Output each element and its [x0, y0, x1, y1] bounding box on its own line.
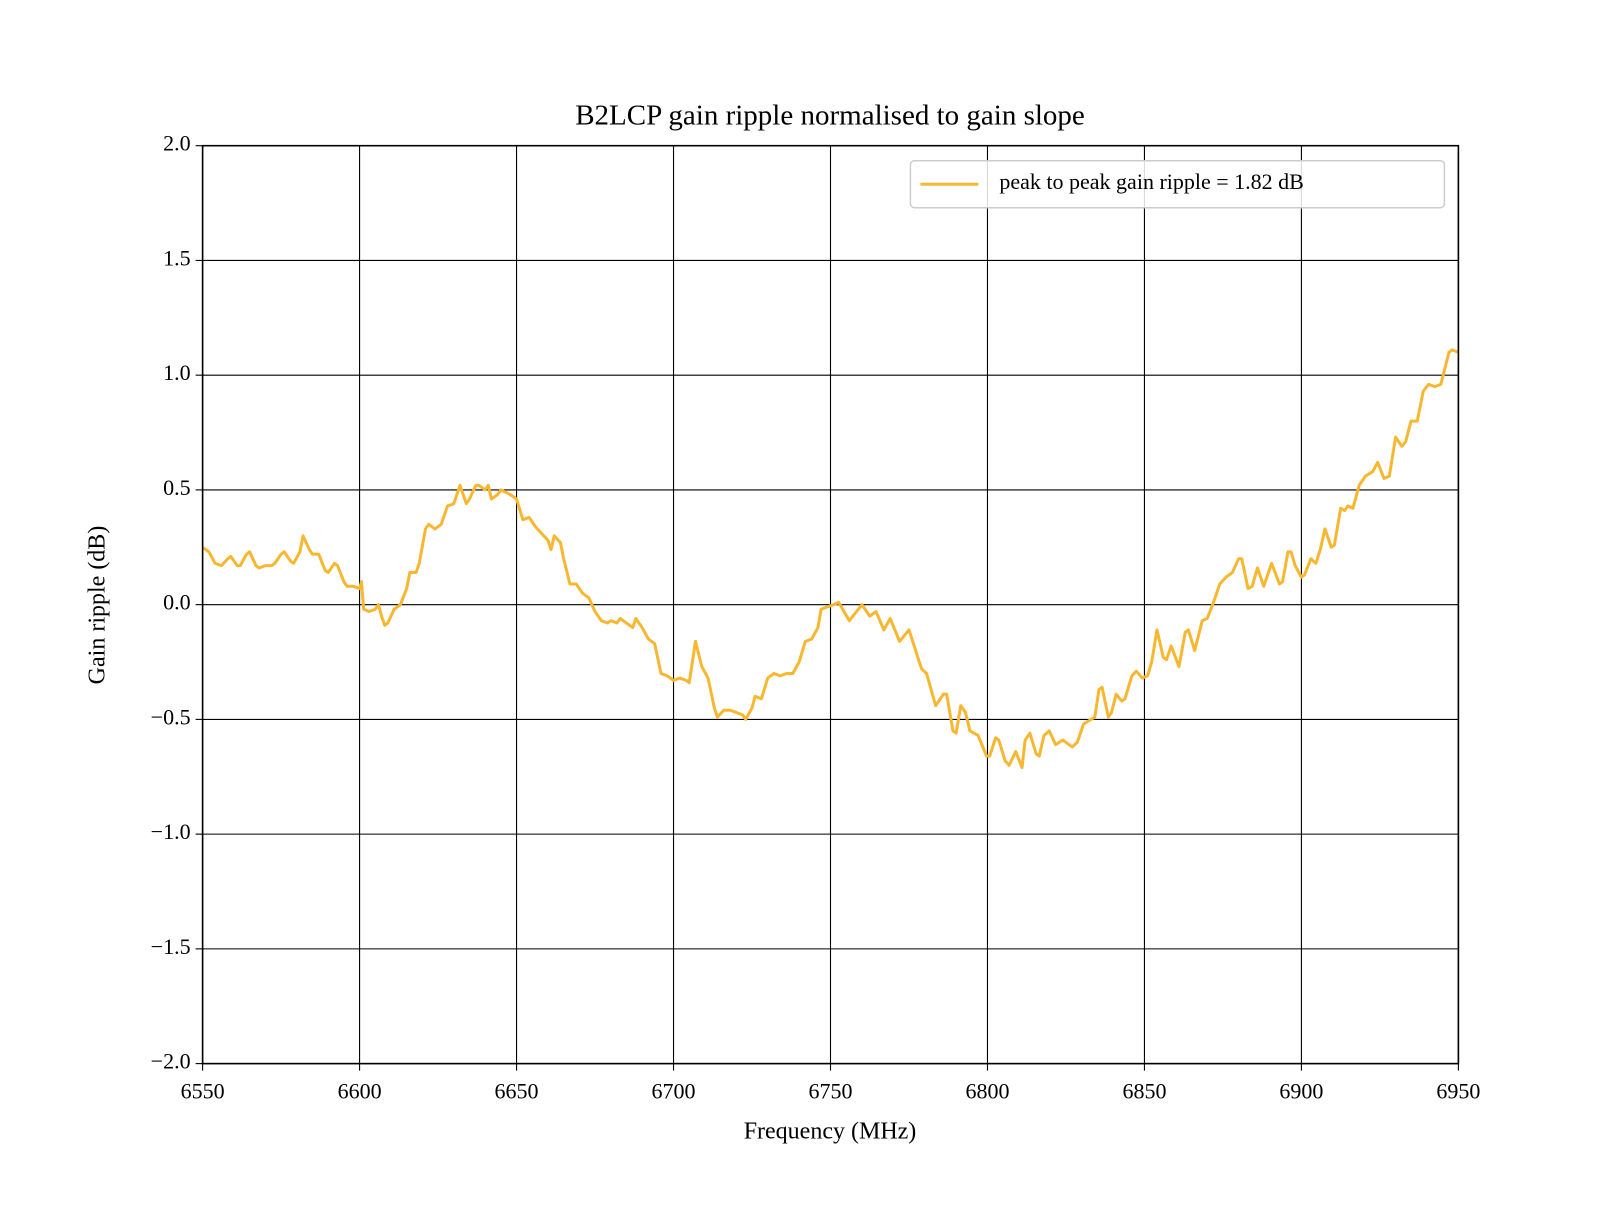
legend-box	[909, 159, 1446, 209]
x-tick-label: 6750	[809, 1079, 853, 1104]
y-tick-label: −1.5	[151, 934, 191, 959]
data-line	[201, 348, 1459, 770]
x-axis-label: Frequency (MHz)	[744, 1119, 917, 1145]
x-tick-label: 6800	[965, 1079, 1009, 1104]
x-tick-label: 6600	[338, 1079, 382, 1104]
y-tick-label: 1.5	[163, 245, 191, 270]
y-tick-label: 0.0	[163, 590, 191, 615]
chart-title: B2LCP gain ripple normalised to gain slo…	[575, 100, 1085, 132]
y-tick-label: −0.5	[151, 704, 191, 729]
x-tick-label: 6900	[1279, 1079, 1323, 1104]
x-tick-label: 6650	[495, 1079, 539, 1104]
y-tick-label: 1.0	[163, 360, 191, 385]
plot-frame	[201, 144, 1460, 1065]
legend-label: peak to peak gain ripple = 1.82 dB	[999, 169, 1303, 194]
y-tick-label: 2.0	[163, 131, 191, 156]
x-tick-label: 6550	[181, 1079, 225, 1104]
y-tick-label: −1.0	[151, 819, 191, 844]
legend: peak to peak gain ripple = 1.82 dB	[909, 159, 1446, 209]
x-tick-label: 6700	[652, 1079, 696, 1104]
y-axis-label: Gain ripple (dB)	[85, 526, 111, 685]
x-tick-label: 6950	[1436, 1079, 1480, 1104]
y-tick-label: −2.0	[151, 1049, 191, 1074]
y-tick-label: 0.5	[163, 475, 191, 500]
x-tick-label: 6850	[1122, 1079, 1166, 1104]
